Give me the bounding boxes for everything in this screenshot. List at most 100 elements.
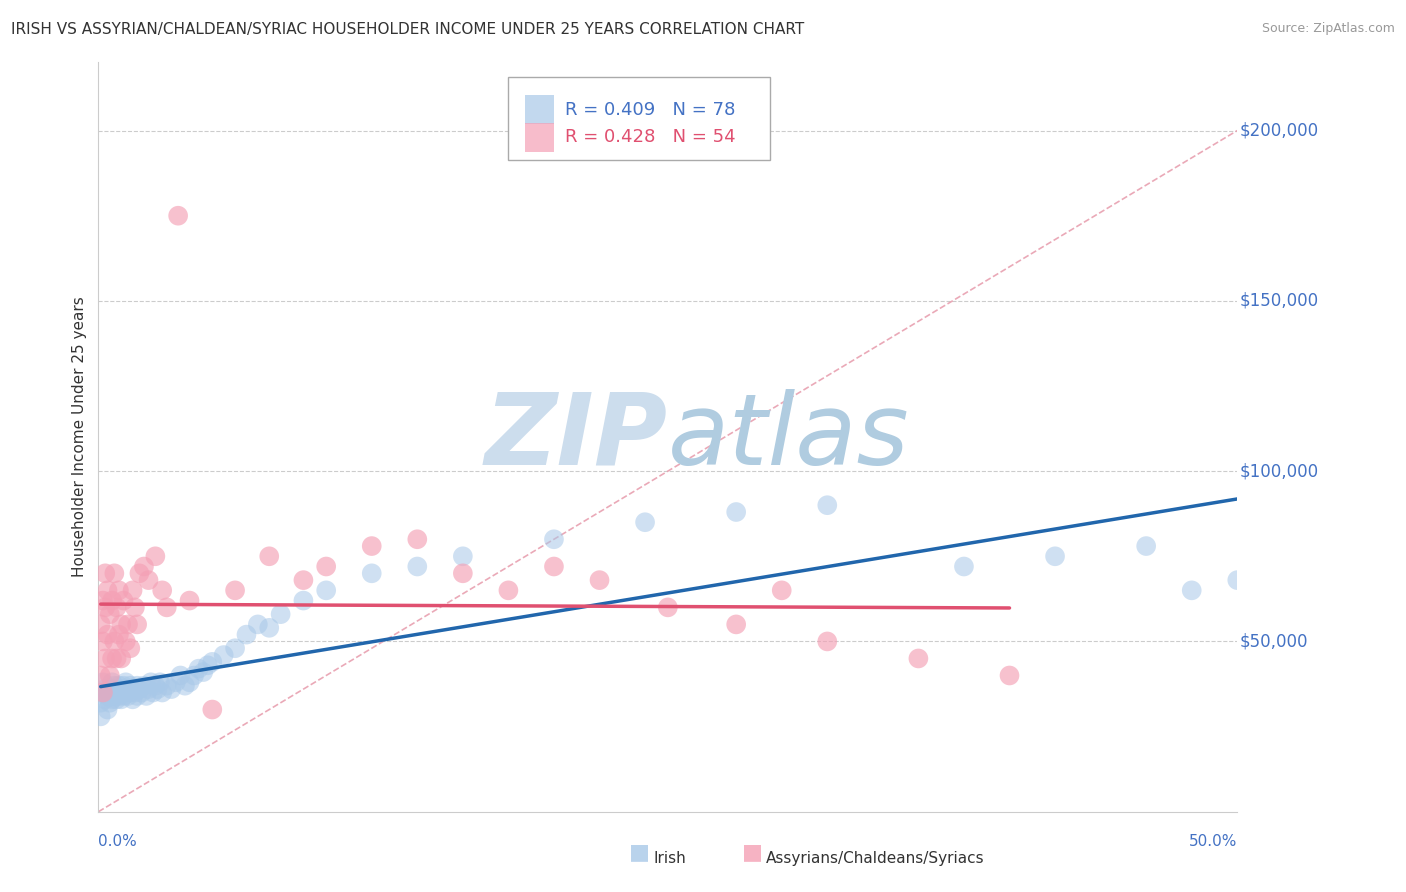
Point: [127, 617, 149, 632]
Point: [110, 617, 132, 632]
Point: [105, 682, 128, 697]
Point: [315, 559, 337, 574]
Point: [103, 566, 125, 581]
Point: [150, 583, 173, 598]
Point: [145, 679, 167, 693]
Point: [201, 655, 224, 669]
Point: [120, 679, 142, 693]
Point: [94, 682, 117, 697]
Point: [110, 685, 132, 699]
Point: [121, 682, 143, 697]
Point: [91, 675, 114, 690]
Text: $150,000: $150,000: [1240, 292, 1319, 310]
Text: ZIP: ZIP: [485, 389, 668, 485]
Point: [90, 696, 112, 710]
Point: [96, 702, 118, 716]
Text: Assyrians/Chaldeans/Syriacs: Assyrians/Chaldeans/Syriacs: [766, 851, 984, 865]
Point: [406, 533, 429, 547]
Point: [120, 641, 142, 656]
Point: [98, 685, 121, 699]
Point: [156, 679, 179, 693]
Point: [139, 675, 162, 690]
Point: [110, 682, 132, 697]
Point: [588, 573, 610, 587]
Point: [91, 634, 114, 648]
Text: ■: ■: [630, 842, 650, 862]
Point: [246, 617, 269, 632]
Point: [108, 583, 131, 598]
Point: [132, 559, 155, 574]
Point: [150, 685, 173, 699]
Text: R = 0.428   N = 54: R = 0.428 N = 54: [565, 128, 735, 146]
Point: [451, 566, 474, 581]
Point: [90, 709, 112, 723]
Point: [360, 539, 382, 553]
Point: [169, 668, 191, 682]
Point: [138, 682, 160, 697]
Point: [815, 498, 838, 512]
Point: [98, 668, 121, 682]
Point: [120, 685, 142, 699]
Point: [224, 583, 246, 598]
Point: [91, 685, 114, 699]
Text: IRISH VS ASSYRIAN/CHALDEAN/SYRIAC HOUSEHOLDER INCOME UNDER 25 YEARS CORRELATION : IRISH VS ASSYRIAN/CHALDEAN/SYRIAC HOUSEH…: [11, 22, 804, 37]
Point: [360, 566, 382, 581]
Point: [90, 617, 112, 632]
Point: [96, 583, 118, 598]
Point: [543, 533, 565, 547]
Point: [108, 627, 131, 641]
Point: [105, 692, 128, 706]
Point: [114, 634, 136, 648]
Point: [197, 658, 219, 673]
Text: Source: ZipAtlas.com: Source: ZipAtlas.com: [1261, 22, 1395, 36]
Point: [101, 675, 124, 690]
Point: [451, 549, 474, 564]
Point: [105, 651, 128, 665]
Point: [103, 679, 125, 693]
Point: [96, 627, 118, 641]
Point: [270, 607, 292, 622]
Point: [103, 685, 125, 699]
Point: [91, 593, 114, 607]
Point: [103, 689, 125, 703]
Text: atlas: atlas: [668, 389, 910, 485]
Point: [94, 651, 117, 665]
Point: [135, 689, 157, 703]
Point: [315, 583, 337, 598]
Point: [1043, 549, 1066, 564]
Point: [193, 665, 215, 679]
Point: [96, 689, 118, 703]
Point: [259, 621, 281, 635]
Text: 50.0%: 50.0%: [1189, 834, 1237, 849]
Point: [1181, 583, 1204, 598]
Point: [160, 682, 183, 697]
Point: [138, 573, 160, 587]
Point: [498, 583, 520, 598]
Point: [1226, 573, 1249, 587]
Point: [98, 607, 121, 622]
Point: [201, 702, 224, 716]
Point: [187, 662, 209, 676]
Point: [132, 679, 155, 693]
Point: [94, 600, 117, 615]
Text: $200,000: $200,000: [1240, 121, 1319, 139]
Point: [112, 679, 135, 693]
Point: [103, 634, 125, 648]
Text: $100,000: $100,000: [1240, 462, 1319, 480]
Point: [121, 692, 143, 706]
Point: [121, 583, 143, 598]
Point: [101, 682, 124, 697]
Point: [815, 634, 838, 648]
Point: [149, 675, 172, 690]
Point: [156, 600, 179, 615]
Point: [110, 651, 132, 665]
Point: [105, 600, 128, 615]
Point: [292, 573, 315, 587]
Point: [907, 651, 929, 665]
Point: [91, 685, 114, 699]
Point: [292, 593, 315, 607]
Bar: [526, 123, 554, 152]
Point: [634, 515, 657, 529]
Point: [110, 692, 132, 706]
Point: [259, 549, 281, 564]
